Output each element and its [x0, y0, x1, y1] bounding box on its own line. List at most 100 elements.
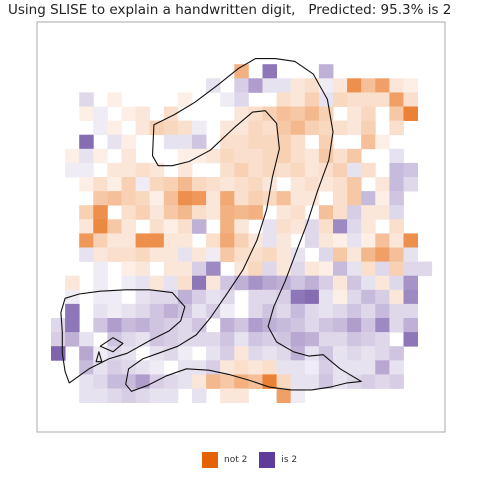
heatmap-cell	[375, 134, 390, 150]
heatmap-cell	[206, 261, 221, 277]
heatmap-cell	[248, 261, 263, 277]
heatmap-cell	[318, 148, 334, 164]
heatmap-cell	[347, 191, 362, 206]
heatmap-cell	[375, 332, 390, 347]
heatmap-cell	[79, 148, 94, 164]
heatmap-cell	[347, 233, 362, 248]
heatmap-cell	[163, 303, 179, 319]
heatmap-cell	[234, 318, 249, 333]
heatmap-cell	[361, 191, 376, 206]
heatmap-cell	[347, 275, 362, 291]
heatmap-cell	[361, 346, 376, 361]
heatmap-cell	[234, 346, 249, 361]
heatmap-cell	[290, 332, 306, 347]
heatmap-cell	[347, 346, 362, 361]
heatmap-cell	[262, 134, 277, 150]
heatmap-cell	[248, 148, 263, 164]
heatmap-cell	[248, 346, 263, 361]
heatmap-cell	[375, 191, 390, 206]
heatmap-cell	[361, 78, 376, 93]
heatmap-cell	[318, 78, 334, 93]
heatmap-cell	[347, 360, 362, 375]
heatmap-cell	[65, 332, 80, 347]
heatmap-cell	[192, 388, 207, 403]
heatmap-cell	[347, 332, 362, 347]
heatmap-cell	[375, 275, 390, 291]
heatmap-cell	[318, 289, 334, 305]
heatmap-cell	[51, 332, 66, 347]
heatmap-cell	[121, 303, 136, 319]
heatmap-cell	[234, 92, 249, 107]
heatmap-cell	[333, 289, 348, 305]
heatmap-cell	[333, 374, 348, 389]
heatmap-cell	[248, 289, 263, 305]
heatmap-cell	[304, 233, 320, 248]
heatmap-cell	[149, 360, 165, 375]
heatmap-cells	[51, 64, 433, 403]
heatmap-cell	[234, 275, 249, 291]
heatmap-cell	[121, 360, 136, 375]
heatmap-cell	[290, 78, 306, 93]
heatmap-cell	[262, 177, 277, 192]
heatmap-cell	[93, 233, 108, 248]
heatmap-cell	[121, 247, 136, 262]
heatmap-cell	[276, 106, 292, 121]
heatmap-cell	[304, 261, 320, 277]
heatmap-cell	[135, 205, 151, 220]
heatmap-cell	[107, 134, 122, 150]
heatmap-cell	[248, 360, 263, 375]
heatmap-cell	[262, 148, 277, 164]
heatmap-cell	[107, 374, 122, 389]
heatmap-cell	[65, 275, 80, 291]
heatmap-cell	[333, 191, 348, 206]
heatmap-cell	[135, 233, 151, 248]
heatmap-cell	[262, 374, 277, 389]
heatmap-cell	[276, 191, 292, 206]
heatmap-cell	[177, 177, 193, 192]
heatmap-cell	[347, 162, 362, 178]
heatmap-cell	[220, 247, 235, 262]
heatmap-cell	[304, 318, 320, 333]
heatmap-cell	[65, 303, 80, 319]
heatmap-cell	[276, 162, 292, 178]
heatmap-cell	[276, 374, 292, 389]
heatmap-cell	[333, 247, 348, 262]
heatmap-cell	[304, 219, 320, 234]
heatmap-cell	[290, 289, 306, 305]
heatmap-cell	[375, 261, 390, 277]
heatmap-cell	[276, 120, 292, 136]
heatmap-cell	[318, 92, 334, 107]
heatmap-cell	[192, 120, 207, 136]
heatmap-cell	[107, 177, 122, 192]
heatmap-cell	[290, 134, 306, 150]
heatmap-cell	[177, 191, 193, 206]
heatmap-cell	[177, 162, 193, 178]
heatmap-cell	[333, 78, 348, 93]
heatmap-cell	[107, 219, 122, 234]
heatmap-cell	[248, 205, 263, 220]
heatmap-cell	[389, 247, 404, 262]
heatmap-cell	[220, 332, 235, 347]
heatmap-cell	[163, 177, 179, 192]
heatmap-cell	[290, 360, 306, 375]
heatmap-cell	[375, 92, 390, 107]
heatmap-cell	[375, 177, 390, 192]
heatmap-cell	[262, 233, 277, 248]
heatmap-cell	[121, 261, 136, 277]
heatmap-cell	[107, 120, 122, 136]
heatmap-cell	[234, 247, 249, 262]
heatmap-cell	[290, 120, 306, 136]
heatmap-cell	[107, 360, 122, 375]
heatmap-cell	[333, 233, 348, 248]
heatmap-cell	[220, 219, 235, 234]
heatmap-cell	[347, 247, 362, 262]
heatmap-cell	[304, 374, 320, 389]
heatmap-cell	[318, 318, 334, 333]
heatmap-cell	[262, 360, 277, 375]
heatmap-cell	[318, 360, 334, 375]
heatmap-cell	[163, 332, 179, 347]
heatmap-cell	[79, 233, 94, 248]
heatmap-cell	[403, 303, 418, 319]
heatmap-cell	[389, 318, 404, 333]
heatmap-cell	[361, 261, 376, 277]
